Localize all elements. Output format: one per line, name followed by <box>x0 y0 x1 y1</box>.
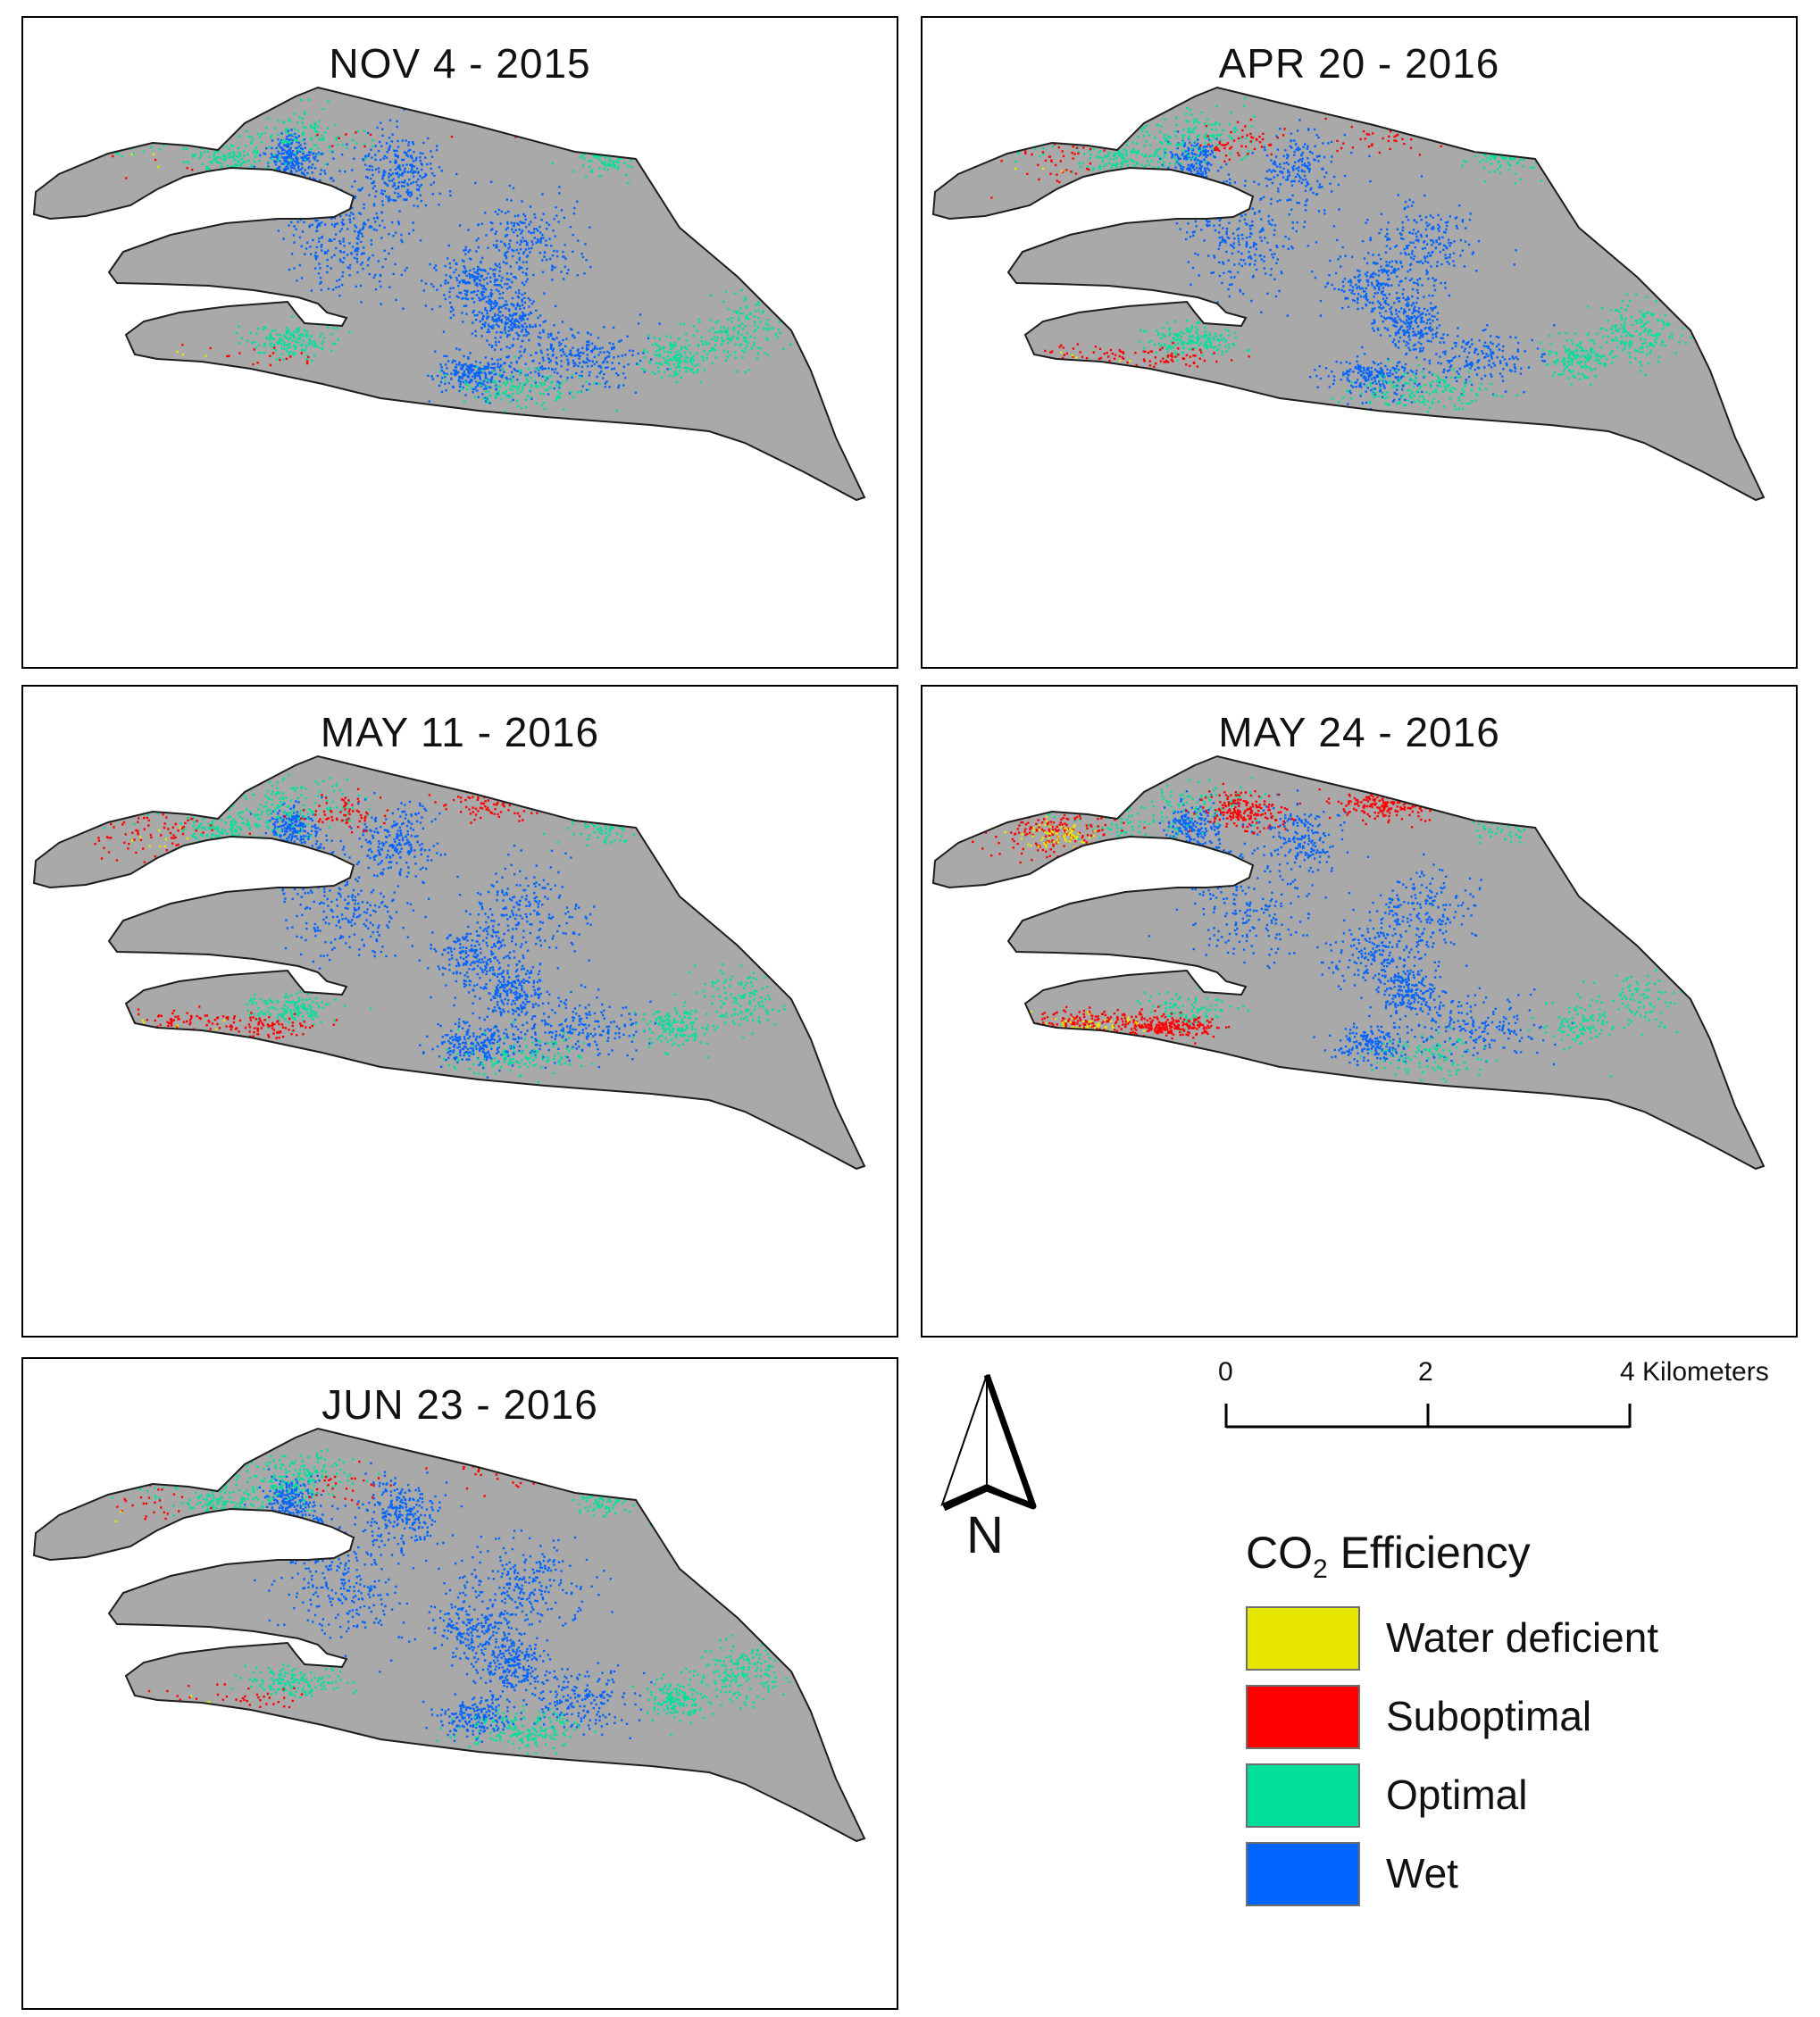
legend-label: Suboptimal <box>1386 1693 1592 1739</box>
field-area <box>34 88 864 500</box>
north-arrow-icon <box>940 1373 1037 1512</box>
field-area <box>933 88 1764 500</box>
legend-swatch <box>1246 1842 1360 1906</box>
field-outline <box>32 754 866 1171</box>
pixels-wet <box>244 1462 653 1743</box>
legend-item-suboptimal: Suboptimal <box>1246 1685 1782 1763</box>
field-area <box>34 756 864 1169</box>
field-area <box>933 756 1764 1169</box>
efficiency-pixels <box>71 1435 800 1757</box>
legend-item-optimal: Optimal <box>1246 1763 1782 1842</box>
panel-date-title: APR 20 - 2016 <box>1218 40 1500 87</box>
legend-swatch <box>1246 1606 1360 1671</box>
farm-map <box>32 754 866 1171</box>
panel-date-title: MAY 11 - 2016 <box>320 709 600 755</box>
legend-item-wet: Wet <box>1246 1842 1782 1921</box>
legend-item-water-deficient: Water deficient <box>1246 1606 1782 1685</box>
field-outline <box>931 754 1766 1171</box>
field-outline <box>931 86 1766 502</box>
legend: CO2 Efficiency Water deficient Suboptima… <box>1246 1527 1782 1921</box>
pixels-optimal <box>71 98 792 424</box>
legend-label: Water deficient <box>1386 1614 1659 1661</box>
legend-swatch <box>1246 1685 1360 1749</box>
map-panel-5: JUN 23 - 2016 <box>21 1357 898 2010</box>
pixels-wet <box>1158 119 1556 411</box>
legend-label: Optimal <box>1386 1771 1528 1818</box>
field-outline <box>32 1427 866 1843</box>
scale-label-2: 2 <box>1418 1357 1433 1387</box>
scale-bar: 0 2 4 Kilometers <box>1197 1357 1769 1446</box>
map-panel-4: MAY 24 - 2016 <box>921 685 1798 1338</box>
panel-date-title: NOV 4 - 2015 <box>329 40 591 87</box>
legend-swatch <box>1246 1763 1360 1828</box>
pixels-wet <box>249 792 657 1079</box>
panel-date-title: JUN 23 - 2016 <box>321 1381 598 1428</box>
map-panel-3: MAY 11 - 2016 <box>21 685 898 1338</box>
scale-label-4: 4 Kilometers <box>1620 1357 1769 1387</box>
north-label: N <box>966 1506 1004 1564</box>
scale-label-0: 0 <box>1218 1357 1233 1387</box>
farm-map <box>931 86 1766 502</box>
field-area <box>34 1429 864 1841</box>
map-panel-2: APR 20 - 2016 <box>921 16 1798 669</box>
farm-map <box>32 1427 866 1843</box>
field-outline <box>32 86 866 502</box>
scale-bar-line <box>1224 1404 1632 1429</box>
panel-date-title: MAY 24 - 2016 <box>1218 709 1500 755</box>
legend-label: Wet <box>1386 1850 1458 1896</box>
legend-title: CO2 Efficiency <box>1246 1528 1531 1584</box>
farm-map <box>931 754 1766 1171</box>
efficiency-pixels <box>71 98 792 424</box>
map-panel-1: NOV 4 - 2015 <box>21 16 898 669</box>
farm-map <box>32 86 866 502</box>
